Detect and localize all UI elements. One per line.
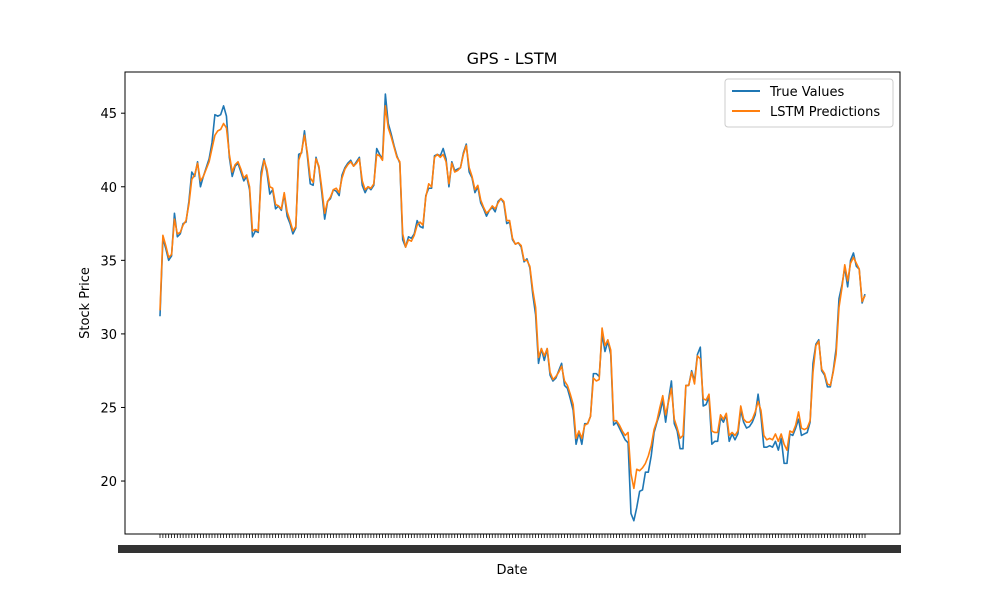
series-line-lstm-predictions	[159, 105, 866, 490]
y-axis-ticks: 20 25 30 35 40 45	[100, 107, 125, 490]
plot-area	[124, 71, 901, 535]
y-tick-label: 40	[100, 181, 117, 196]
y-tick-label: 30	[100, 328, 117, 343]
plot-frame	[124, 71, 901, 535]
y-tick-label: 45	[100, 107, 117, 122]
x-tick-labels-overlapping	[118, 545, 901, 553]
y-axis-label: Stock Price	[78, 267, 93, 339]
legend-box	[724, 78, 894, 128]
x-axis-ticks	[118, 534, 901, 553]
y-tick-label: 20	[100, 475, 117, 490]
series-layer	[159, 93, 866, 522]
x-axis-label: Date	[496, 563, 527, 578]
legend: True Values LSTM Predictions	[724, 78, 894, 128]
y-tick-label: 25	[100, 401, 117, 416]
legend-label-true-values: True Values	[769, 85, 844, 100]
chart-title: GPS - LSTM	[467, 49, 558, 68]
y-tick-label: 35	[100, 254, 117, 269]
legend-label-lstm-predictions: LSTM Predictions	[770, 105, 880, 120]
